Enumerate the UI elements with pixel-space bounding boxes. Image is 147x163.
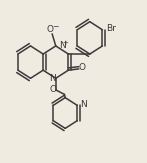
Text: −: − xyxy=(52,22,58,31)
Text: +: + xyxy=(63,40,69,46)
Text: Br: Br xyxy=(106,24,116,33)
Text: O: O xyxy=(47,25,54,34)
Text: N: N xyxy=(49,74,56,83)
Text: N: N xyxy=(80,100,87,109)
Text: O: O xyxy=(79,63,86,72)
Text: N: N xyxy=(59,41,66,50)
Text: O: O xyxy=(49,85,56,94)
